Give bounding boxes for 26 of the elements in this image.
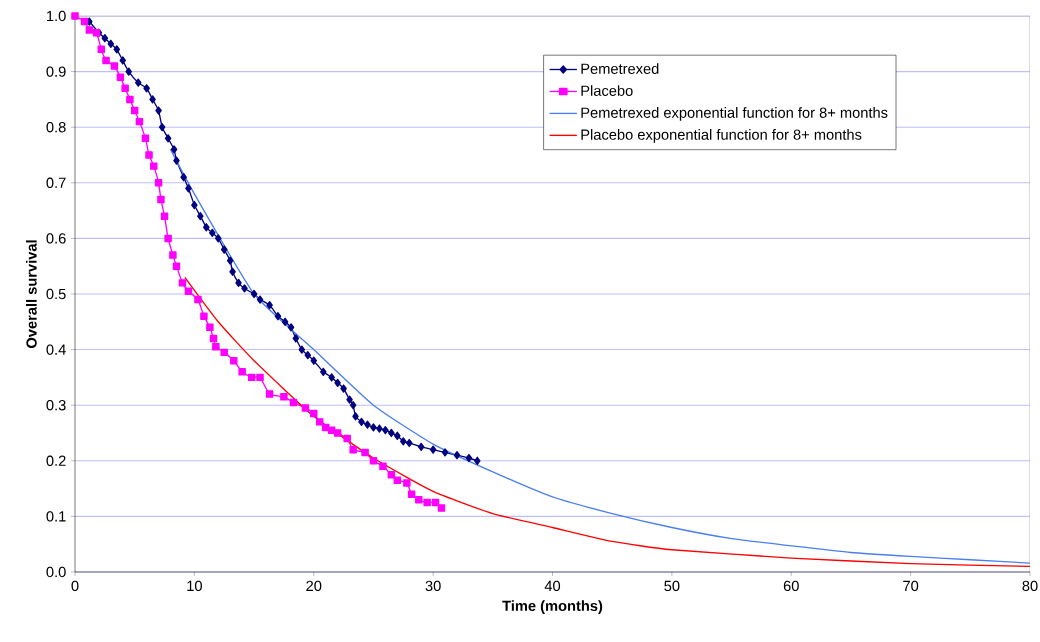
y-tick-label: 0.9: [46, 66, 66, 77]
x-axis-title: Time (months): [502, 600, 603, 614]
x-tick-label: 80: [1022, 580, 1038, 592]
y-tick-label: 0.6: [46, 233, 66, 244]
y-axis-title: Overall survival: [25, 240, 37, 349]
y-tick-label: 0.8: [46, 122, 66, 133]
y-tick-label: 0.5: [46, 288, 66, 300]
y-tick-label: 1.0: [47, 10, 66, 22]
x-tick-label: 60: [783, 580, 799, 592]
legend-label: Placebo exponential function for 8+ months: [581, 129, 862, 143]
x-tick-label: 40: [544, 580, 561, 592]
legend-label: Pemetrexed exponential function for 8+ months: [581, 107, 888, 121]
x-tick-label: 70: [903, 580, 919, 592]
y-tick-label: 0.3: [46, 400, 66, 411]
x-tick-label: 30: [425, 580, 441, 592]
x-tick-label: 50: [664, 580, 680, 592]
x-tick-label: 0: [71, 580, 79, 592]
y-tick-label: 0.1: [46, 511, 66, 522]
y-tick-label: 0.4: [46, 344, 66, 355]
y-tick-label: 0.7: [46, 177, 66, 188]
y-tick-label: 0.0: [46, 566, 66, 578]
legend-label: Placebo: [581, 85, 633, 96]
legend-label: Pemetrexed: [581, 63, 659, 74]
x-tick-label: 20: [306, 580, 322, 592]
y-tick-label: 0.2: [46, 455, 66, 466]
x-tick-label: 10: [187, 580, 202, 592]
